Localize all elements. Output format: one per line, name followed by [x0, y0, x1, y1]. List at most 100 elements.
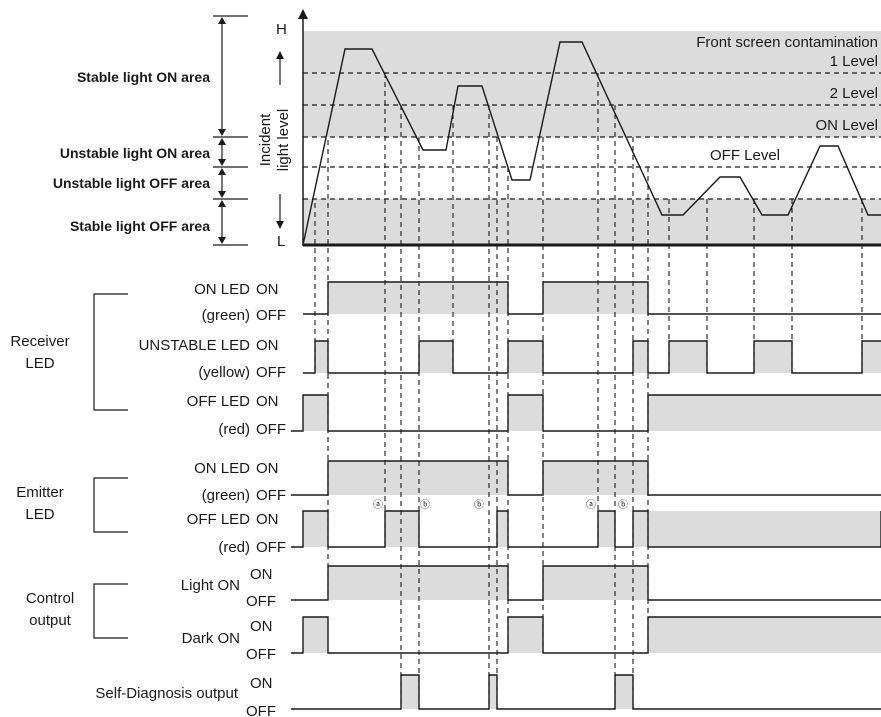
em-on-led-on: ON [256, 460, 279, 477]
ctrl-dark-fill-3 [648, 617, 881, 653]
arrowhead-4u [218, 200, 226, 207]
rx-unstable-fill-5 [669, 341, 707, 373]
em-on-wave [291, 460, 881, 496]
ctrl-light-on-on: ON [250, 566, 273, 583]
stable-on-band [303, 31, 881, 137]
em-on-fill-1 [328, 461, 508, 495]
marker-a-2: ⓐ [586, 499, 596, 511]
diag-fill-2 [489, 675, 497, 709]
receiver-group-label-2: LED [25, 355, 54, 372]
rx-on-led-label: ON LED [194, 281, 250, 298]
area-brackets [213, 15, 248, 246]
arrowhead-3u [218, 168, 226, 175]
rx-off-led-label: OFF LED [187, 393, 251, 410]
ctrl-dark-on-label: Dark ON [182, 630, 240, 647]
axis-low-label: L [277, 233, 285, 250]
em-off-fill-1 [303, 511, 328, 547]
stable-off-band [303, 199, 881, 245]
emitter-group-label-1: Emitter [16, 484, 64, 501]
ctrl-dark-on-off: OFF [246, 646, 276, 663]
area-unstable-off-label: Unstable light OFF area [53, 175, 210, 191]
em-off-fill-2 [385, 511, 419, 547]
front-screen-label: Front screen contamination [696, 34, 878, 51]
on-level-label: ON Level [815, 117, 878, 134]
em-off-fill-6 [648, 511, 881, 547]
rx-unstable-led-off: OFF [256, 364, 286, 381]
marker-b-1: ⓑ [420, 499, 430, 511]
ctrl-dark-fill-1 [303, 617, 328, 653]
em-off-led-on: ON [256, 511, 279, 528]
incident-label-line2: light level [275, 109, 292, 172]
em-off-fill-5 [633, 511, 648, 547]
light-level-bands [303, 31, 881, 245]
rx-off-led-off: OFF [256, 421, 286, 438]
ctrl-dark-on-on: ON [250, 618, 273, 635]
arrowhead-2d [218, 159, 226, 166]
control-group-label-1: Control [26, 590, 74, 607]
rx-off-fill-3 [648, 395, 881, 431]
ctrl-dark-fill-2 [508, 617, 543, 653]
incident-arrow-down-head [276, 221, 284, 229]
self-diagnosis-on: ON [250, 675, 273, 692]
level-1-label: 1 Level [830, 53, 878, 70]
signal-fills [303, 282, 881, 709]
em-off-led-off: OFF [256, 539, 286, 556]
em-on-led-label: ON LED [194, 460, 250, 477]
rx-on-fill-1 [328, 282, 508, 314]
rx-unstable-fill-2 [419, 341, 453, 373]
control-bracket [93, 583, 128, 639]
rx-unstable-fill-1 [315, 341, 328, 373]
arrowhead-1u [218, 17, 226, 24]
axis-high-label: H [276, 21, 287, 38]
diag-wave [291, 674, 881, 710]
rx-unstable-fill-6 [754, 341, 792, 373]
rx-off-led-on: ON [256, 393, 279, 410]
y-axis-arrow [298, 9, 308, 19]
ctrl-light-on-off: OFF [246, 593, 276, 610]
emitter-group-label-2: LED [25, 506, 54, 523]
top-axes [298, 9, 881, 247]
rx-unstable-led-label: UNSTABLE LED [139, 337, 251, 354]
rx-off-fill-1 [303, 395, 328, 431]
rx-unstable-wave [303, 340, 881, 374]
area-stable-on-label: Stable light ON area [77, 69, 210, 85]
incident-label-line1: Incident [257, 113, 274, 166]
rx-on-led-color: (green) [202, 307, 250, 324]
arrowhead-1d [218, 129, 226, 136]
em-off-fill-3 [497, 511, 508, 547]
rx-unstable-led-color: (yellow) [198, 364, 250, 381]
rx-off-led-color: (red) [218, 421, 250, 438]
em-on-led-off: OFF [256, 487, 286, 504]
em-off-fill-4 [598, 511, 615, 547]
self-diagnosis-off: OFF [246, 703, 276, 717]
rx-unstable-led-on: ON [256, 337, 279, 354]
incident-level-arrows [276, 51, 284, 229]
transition-markers: ⓐ ⓑ ⓑ ⓐ ⓑ [373, 499, 628, 511]
marker-a-1: ⓐ [373, 499, 383, 511]
off-level-label-bg [705, 146, 793, 164]
rx-unstable-fill-7 [862, 341, 881, 373]
level-2-label: 2 Level [830, 85, 878, 102]
marker-b-2: ⓑ [474, 499, 484, 511]
diag-fill-3 [615, 675, 633, 709]
transition-lines [314, 73, 863, 709]
incident-arrow-up-head [276, 51, 284, 59]
level-lines [303, 72, 881, 200]
ctrl-light-fill-2 [543, 566, 648, 600]
rx-on-led-off: OFF [256, 307, 286, 324]
ctrl-light-on-label: Light ON [181, 577, 240, 594]
ctrl-light-fill-1 [328, 566, 508, 600]
arrowhead-4d [218, 237, 226, 244]
em-off-led-color: (red) [218, 539, 250, 556]
rx-on-led-on: ON [256, 281, 279, 298]
em-off-led-label: OFF LED [187, 511, 251, 528]
arrowhead-2u [218, 138, 226, 145]
self-diagnosis-label: Self-Diagnosis output [95, 685, 238, 702]
control-group-label-2: output [29, 612, 72, 629]
area-arrowheads [218, 17, 226, 244]
rx-off-fill-2 [508, 395, 543, 431]
receiver-group-label-1: Receiver [10, 333, 69, 350]
rx-unstable-fill-3 [508, 341, 543, 373]
